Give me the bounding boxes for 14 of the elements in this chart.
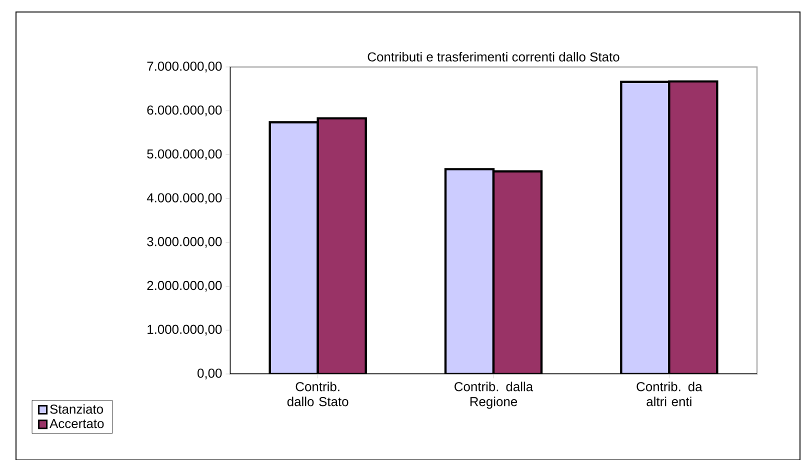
y-tick-label: 3.000.000,00 <box>147 236 222 248</box>
y-tick-label: 4.000.000,00 <box>146 192 222 204</box>
legend-label: Accertato <box>50 418 104 428</box>
y-tick-label: 6.000.000,00 <box>147 105 222 116</box>
x-tick-label: Contrib. dallo Stato <box>287 382 348 406</box>
chart-title: Contributi e trasferimenti correnti dallo Stato <box>368 52 620 62</box>
y-tick-label: 5.000.000,00 <box>147 149 222 160</box>
y-tick-label: 7.000.000,00 <box>147 61 222 72</box>
y-tick-label: 2.000.000,00 <box>147 280 222 292</box>
x-tick-label: Contrib. dalla Regione <box>454 382 534 409</box>
legend-label: Stanziato <box>50 404 103 414</box>
y-tick-label: 1.000.000,00 <box>148 324 222 336</box>
y-tick-label: 0,00 <box>198 368 222 380</box>
x-tick-label: Contrib. da altri enti <box>636 382 702 406</box>
